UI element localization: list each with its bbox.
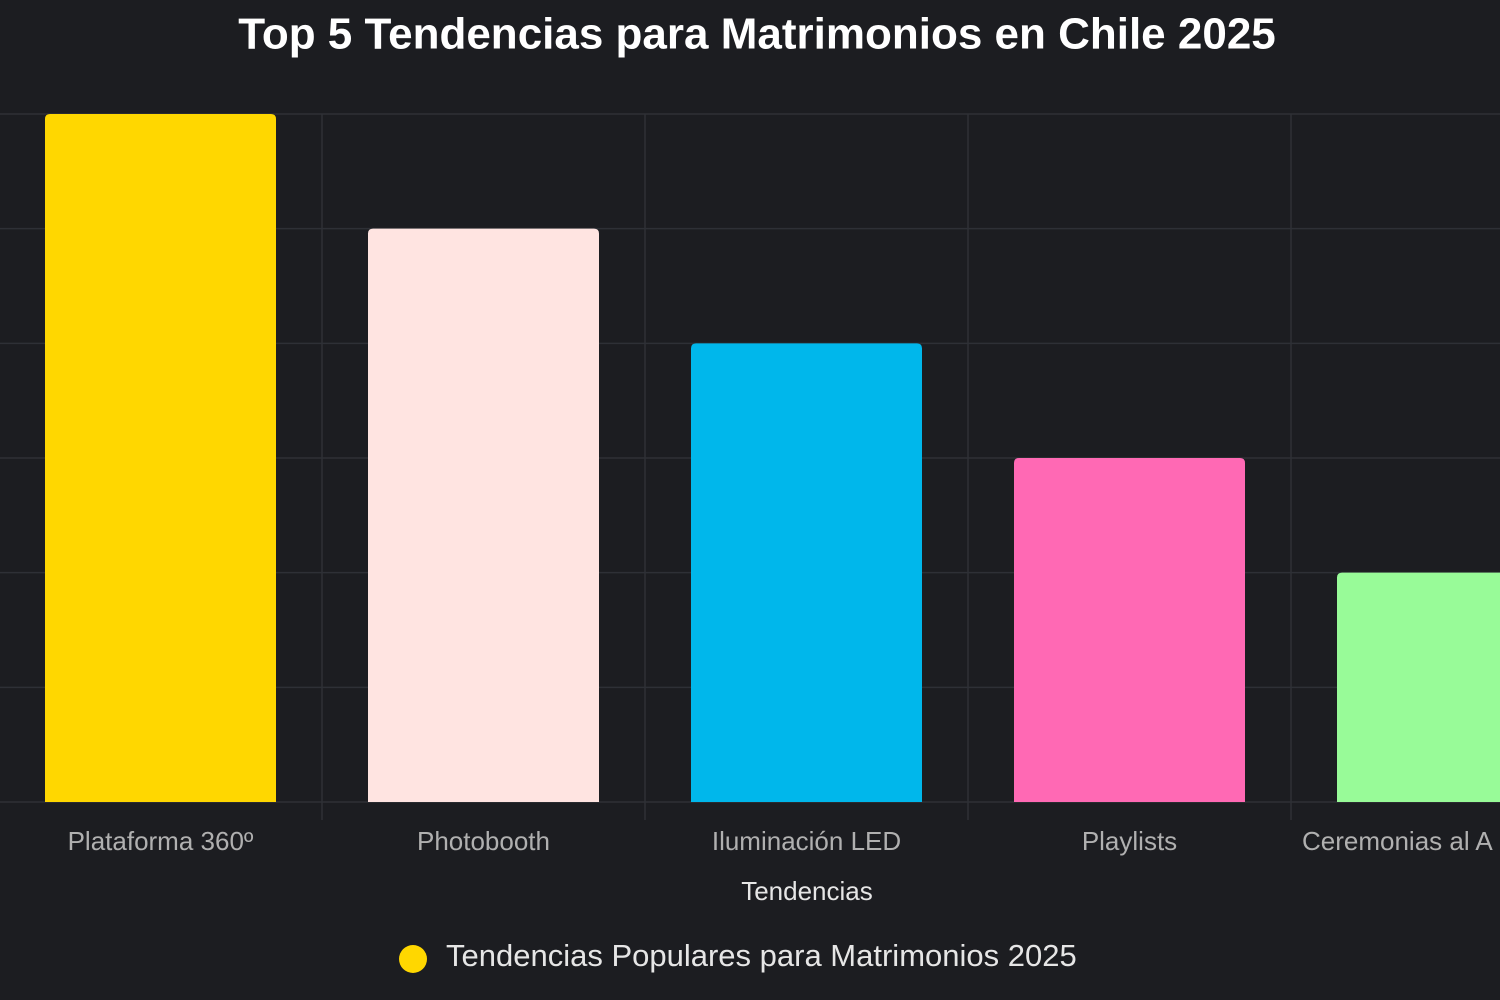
legend-swatch xyxy=(399,945,427,973)
x-tick-label: Photobooth xyxy=(417,826,550,856)
x-tick-label: Playlists xyxy=(1082,826,1177,856)
legend-label: Tendencias Populares para Matrimonios 20… xyxy=(446,938,1077,973)
bar xyxy=(1014,458,1245,802)
chart-title: Top 5 Tendencias para Matrimonios en Chi… xyxy=(238,10,1276,59)
bar xyxy=(368,228,599,802)
bar xyxy=(1337,572,1500,802)
x-tick-label: Plataforma 360º xyxy=(68,826,254,856)
x-axis-title: Tendencias xyxy=(741,876,873,906)
bar xyxy=(45,114,276,802)
x-tick-label: Ceremonias al A xyxy=(1302,826,1493,856)
bar xyxy=(691,343,922,802)
x-tick-label: Iluminación LED xyxy=(712,826,901,856)
